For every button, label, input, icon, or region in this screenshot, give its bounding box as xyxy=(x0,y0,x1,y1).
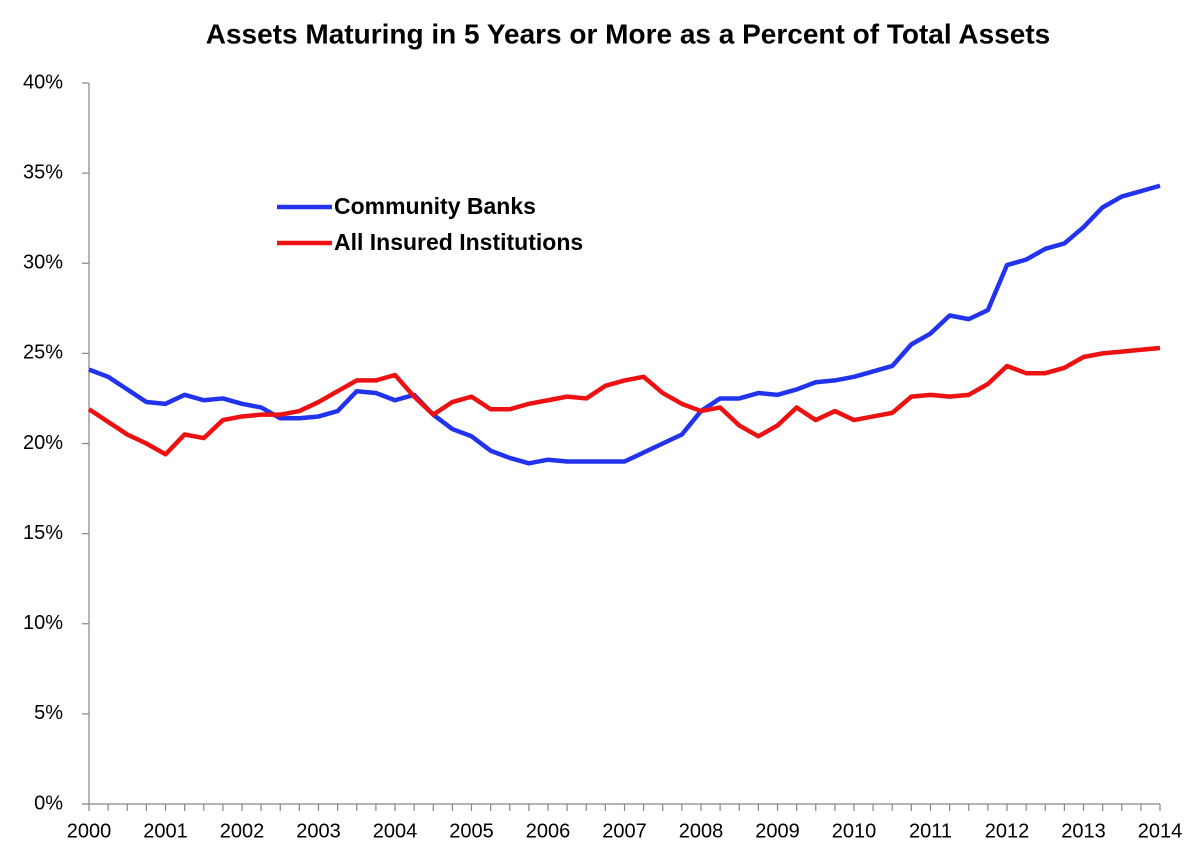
x-tick-label: 2006 xyxy=(526,820,571,842)
x-tick-label: 2008 xyxy=(679,820,724,842)
chart-title: Assets Maturing in 5 Years or More as a … xyxy=(206,18,1050,49)
x-tick-label: 2011 xyxy=(909,820,952,842)
x-tick-label: 2004 xyxy=(373,820,418,842)
x-tick-label: 2005 xyxy=(449,820,494,842)
y-tick-label: 15% xyxy=(23,522,63,544)
x-tick-label: 2014 xyxy=(1138,820,1183,842)
x-tick-label: 2012 xyxy=(985,820,1030,842)
x-tick-label: 2003 xyxy=(296,820,341,842)
y-tick-label: 10% xyxy=(23,612,63,634)
legend-label: Community Banks xyxy=(334,193,536,219)
x-tick-label: 2002 xyxy=(220,820,265,842)
y-tick-label: 5% xyxy=(34,702,63,724)
x-tick-label: 2007 xyxy=(602,820,647,842)
y-tick-label: 25% xyxy=(23,342,63,364)
x-tick-label: 2000 xyxy=(67,820,112,842)
legend-label: All Insured Institutions xyxy=(334,229,583,255)
data-line xyxy=(87,345,1161,457)
y-tick-label: 40% xyxy=(23,71,63,93)
y-tick-label: 35% xyxy=(23,161,63,183)
y-tick-label: 30% xyxy=(23,252,63,274)
data-line xyxy=(88,183,1161,466)
x-tick-label: 2009 xyxy=(755,820,800,842)
x-tick-label: 2013 xyxy=(1061,820,1106,842)
x-tick-label: 2001 xyxy=(143,820,188,842)
y-tick-label: 0% xyxy=(34,792,63,814)
y-tick-label: 20% xyxy=(23,432,63,454)
x-tick-label: 2010 xyxy=(832,820,877,842)
